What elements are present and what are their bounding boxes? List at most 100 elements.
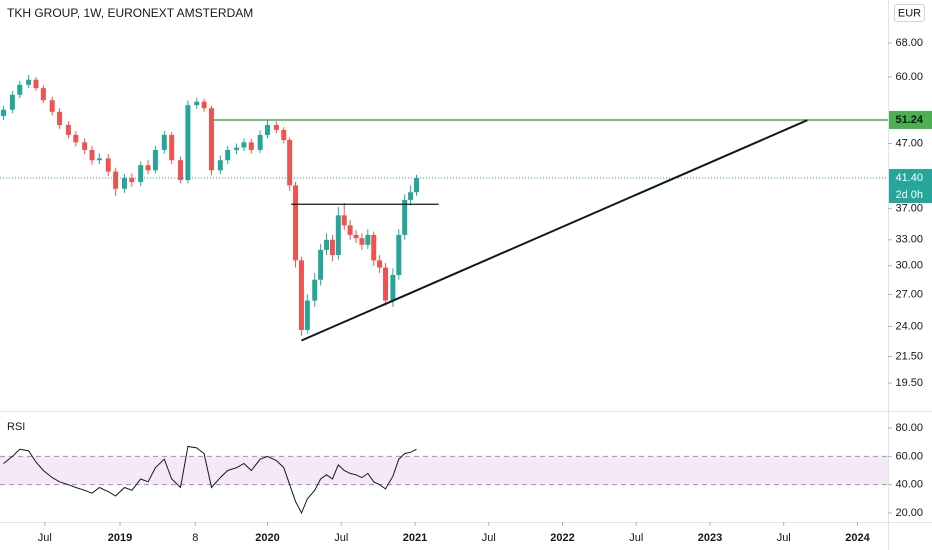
currency-label[interactable]: EUR (898, 7, 921, 19)
candle-body (82, 142, 88, 150)
candle-body (281, 129, 287, 141)
trend-line (301, 119, 808, 342)
candle-body (341, 215, 347, 226)
x-tick-label: 2024 (845, 532, 870, 544)
candle-body (234, 147, 240, 150)
candle-body (105, 158, 111, 172)
x-tick-label: 2019 (108, 532, 132, 544)
x-tick-label: 2020 (255, 532, 279, 544)
candle-body (113, 171, 119, 189)
y-tick-label: 30.00 (895, 260, 923, 272)
candle-body (73, 134, 79, 143)
candle-body (185, 105, 191, 181)
candle-body (138, 165, 144, 183)
y-tick-label: 33.00 (895, 234, 923, 246)
currency-box[interactable] (894, 4, 925, 22)
y-tick-label: 60.00 (895, 71, 923, 83)
x-tick-label: Jul (482, 532, 496, 544)
candle-body (324, 239, 330, 250)
candle-body (129, 178, 135, 183)
candle-body (371, 234, 377, 261)
chart-title: TKH GROUP, 1W, EURONEXT AMSTERDAM (7, 6, 253, 20)
countdown-box (889, 187, 932, 204)
candle-body (194, 101, 200, 106)
candle-body (201, 101, 207, 109)
candle-body (33, 79, 39, 89)
y-tick-label: 60.00 (895, 450, 923, 462)
candle-body (96, 158, 102, 161)
candle-body (17, 84, 23, 95)
candle-body (347, 225, 353, 235)
candle-body (413, 178, 419, 193)
candle-body (287, 140, 293, 186)
candle-body (329, 239, 335, 256)
y-tick-label: 47.00 (895, 137, 923, 149)
candle-body (57, 111, 63, 126)
indicator-title: RSI (7, 421, 25, 433)
candle-body (161, 134, 167, 150)
candle-body (26, 79, 32, 85)
last-price-box (889, 169, 932, 188)
candle-body (121, 178, 127, 189)
level-label-box (889, 110, 932, 129)
countdown-label: 2d 0h (895, 189, 923, 201)
candle-body (1, 109, 7, 116)
candle-body (257, 134, 263, 150)
candle-body (65, 125, 71, 135)
y-tick-label: 21.50 (895, 350, 923, 362)
y-tick-label: 40.00 (895, 479, 923, 491)
y-tick-label: 20.00 (895, 507, 923, 519)
candle-body (402, 199, 408, 235)
candle-body (241, 142, 247, 148)
candle-body (365, 234, 371, 245)
candle-body (225, 149, 231, 161)
candle-body (390, 274, 396, 301)
y-tick-label: 27.00 (895, 288, 923, 300)
x-tick-label: 8 (192, 532, 198, 544)
candle-body (273, 125, 279, 130)
y-tick-label: 19.50 (895, 377, 923, 389)
candle-body (396, 234, 402, 275)
candle-body (304, 300, 310, 330)
candle-body (217, 160, 223, 171)
candle-body (293, 185, 299, 261)
last-price-label: 41.40 (895, 172, 923, 184)
candle-body (359, 238, 365, 245)
candle-body (335, 215, 341, 256)
candle-body (152, 149, 158, 171)
candle-body (40, 88, 46, 101)
candle-body (383, 267, 389, 301)
candle-body (178, 160, 184, 181)
candle-body (9, 94, 15, 110)
level-label: 51.24 (895, 114, 923, 126)
x-tick-label: Jul (629, 532, 643, 544)
y-tick-label: 24.00 (895, 320, 923, 332)
candle-body (298, 260, 304, 330)
candle-body (169, 134, 175, 161)
pane (0, 445, 888, 515)
candle-body (318, 249, 324, 280)
x-tick-label: Jul (38, 532, 52, 544)
x-tick-label: 2023 (698, 532, 722, 544)
x-tick-label: 2021 (403, 532, 427, 544)
candle-body (408, 192, 414, 200)
y-tick-label: 68.00 (895, 37, 923, 49)
candle-body (377, 260, 383, 268)
candle-body (248, 142, 254, 150)
x-tick-label: Jul (334, 532, 348, 544)
candle-body (312, 279, 318, 301)
candle-body (145, 165, 151, 171)
x-tick-label: 2022 (550, 532, 574, 544)
y-tick-label: 80.00 (895, 422, 923, 434)
candle-body (49, 100, 55, 112)
candle-body (265, 125, 271, 135)
candle-body (89, 149, 95, 161)
candle-body (353, 234, 359, 239)
rsi-band (0, 456, 888, 485)
candle-body (208, 108, 214, 171)
y-tick-label: 37.00 (895, 203, 923, 215)
rsi-line (3, 445, 417, 515)
pane (0, 75, 888, 342)
